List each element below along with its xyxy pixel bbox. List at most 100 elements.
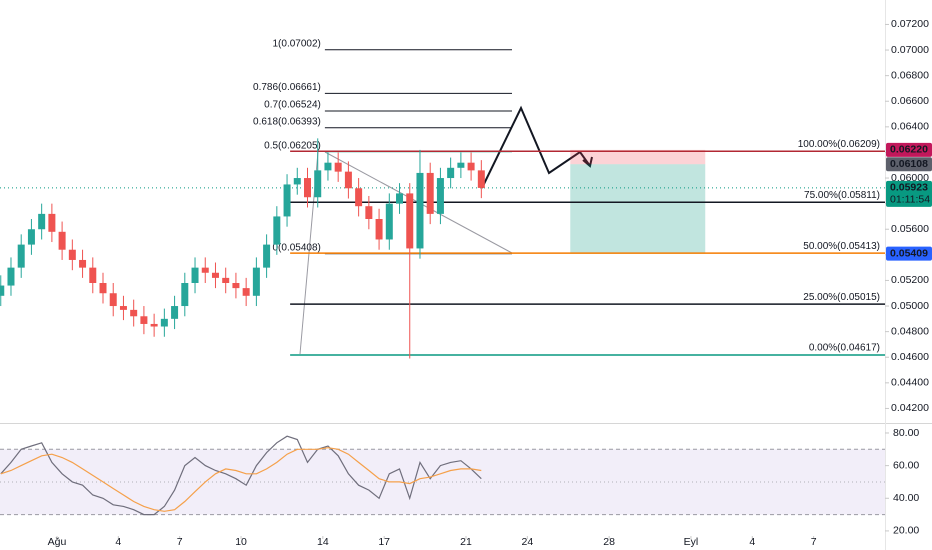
- y-tick-label: 0.05000: [891, 300, 929, 312]
- y-tick-label: 0.05200: [891, 274, 929, 286]
- x-tick-label: 17: [378, 536, 390, 548]
- candle-body: [324, 162, 332, 171]
- candle-body: [477, 170, 485, 188]
- candle-body: [334, 162, 342, 172]
- fib-label: 0.5(0.06205): [264, 140, 321, 151]
- candle-body: [211, 272, 219, 278]
- stop-tag: [886, 142, 932, 157]
- candle-body: [171, 306, 179, 319]
- x-tick-label: Eyl: [684, 536, 699, 548]
- y-tick-label: 60.00: [893, 459, 919, 471]
- candle-body: [416, 172, 424, 249]
- candle-body: [273, 216, 281, 245]
- candle-body: [17, 244, 25, 268]
- candle-body: [201, 267, 209, 273]
- y-tick-label: 0.04800: [891, 325, 929, 337]
- candle-body: [385, 203, 393, 240]
- x-tick-label: Ağu: [48, 536, 67, 548]
- candle-body: [119, 306, 127, 310]
- candle-body: [447, 167, 455, 179]
- y-tick-label: 0.05600: [891, 223, 929, 235]
- candle-body: [293, 178, 301, 185]
- x-tick-label: 10: [235, 536, 247, 548]
- candle-body: [304, 178, 312, 198]
- candle-body: [27, 229, 35, 245]
- y-tick-label: 20.00: [893, 525, 919, 537]
- y-tick-label: 0.06800: [891, 69, 929, 81]
- projection-arrow: [481, 105, 593, 189]
- fib-label: 0.7(0.06524): [264, 100, 321, 111]
- x-tick-label: 4: [115, 536, 121, 548]
- fib-label: 1(0.07002): [273, 38, 321, 49]
- current-price-tag: [886, 180, 932, 207]
- candle-body: [7, 267, 15, 286]
- candle-body: [457, 162, 465, 168]
- candle-body: [130, 309, 138, 317]
- candle-body: [252, 267, 260, 296]
- y-tick-label: 40.00: [893, 492, 919, 504]
- candle-body: [406, 193, 414, 249]
- candle-body: [222, 277, 230, 283]
- y-tick-label: 0.04400: [891, 377, 929, 389]
- y-tick-label: 0.06600: [891, 95, 929, 107]
- rsi-line: [0, 435, 482, 516]
- candle-body: [38, 213, 46, 230]
- entry-tag: [886, 157, 932, 172]
- fib-label: 0(0.05408): [273, 242, 321, 253]
- candle-body: [58, 231, 66, 250]
- candle-body: [160, 318, 168, 327]
- x-tick-label: 28: [603, 536, 615, 548]
- candle-body: [396, 193, 404, 204]
- y-tick-label: 0.07000: [891, 44, 929, 56]
- current-price-label: 0.05923: [890, 182, 928, 194]
- candle-body: [109, 293, 117, 307]
- x-tick-label: 21: [460, 536, 472, 548]
- candle-body: [68, 249, 76, 260]
- candle-body: [191, 267, 199, 283]
- candle-body: [426, 172, 434, 214]
- countdown: 01:11:54: [890, 194, 930, 206]
- candle-body: [436, 178, 444, 214]
- candle-body: [263, 244, 271, 268]
- fib-level-label: 75.00%(0.05811): [804, 190, 880, 201]
- x-tick-label: 7: [811, 536, 817, 548]
- candle-body: [99, 282, 107, 294]
- x-tick-label: 7: [177, 536, 183, 548]
- candle-body: [0, 285, 5, 296]
- y-tick-label: 0.04200: [891, 402, 929, 414]
- candle-body: [150, 323, 158, 327]
- target-tag-label: 0.05409: [890, 247, 928, 259]
- fib-level-label: 25.00%(0.05015): [803, 292, 880, 303]
- candle-body: [140, 316, 148, 324]
- target-tag: [886, 246, 932, 261]
- rsi-line: [0, 447, 482, 512]
- y-tick-label: 80.00: [893, 427, 919, 439]
- candle-body: [344, 171, 352, 189]
- target-zone: [570, 164, 706, 254]
- rsi-band: [0, 449, 885, 515]
- fib-level-label: 50.00%(0.05413): [803, 241, 880, 252]
- stop-tag-label: 0.06220: [890, 144, 928, 156]
- y-tick-label: 0.06400: [891, 121, 929, 133]
- candle-body: [181, 282, 189, 307]
- candle-body: [355, 188, 363, 207]
- stop-zone: [570, 149, 706, 165]
- candle-body: [79, 259, 87, 268]
- y-tick-label: 0.04600: [891, 351, 929, 363]
- entry-tag-label: 0.06108: [890, 158, 928, 170]
- candle-body: [375, 218, 383, 240]
- y-tick-label: 0.07200: [891, 18, 929, 30]
- x-tick-label: 24: [521, 536, 533, 548]
- candle-body: [314, 170, 322, 198]
- fib-level-label: 0.00%(0.04617): [809, 343, 880, 354]
- y-tick-label: 0.06000: [891, 172, 929, 184]
- x-tick-label: 4: [749, 536, 755, 548]
- fib-level-label: 100.00%(0.06209): [798, 139, 880, 150]
- fib-label: 0.786(0.06661): [253, 82, 321, 93]
- candle-body: [232, 282, 240, 289]
- candle-body: [365, 206, 373, 219]
- candle-body: [283, 184, 291, 217]
- candle-body: [89, 267, 97, 283]
